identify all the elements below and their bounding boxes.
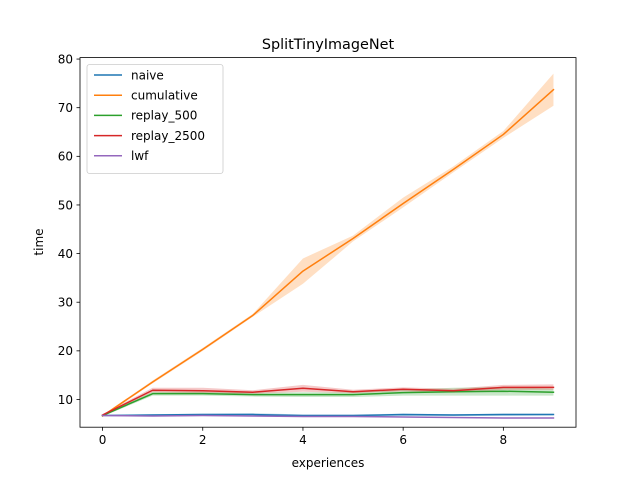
y-axis-label: time <box>32 228 46 255</box>
y-tick-label: 70 <box>58 101 73 115</box>
legend-item-cumulative[interactable]: cumulative <box>94 89 198 103</box>
y-axis-ticks: 10 20 30 40 50 60 70 80 <box>58 52 80 407</box>
series-line-naive <box>101 413 555 417</box>
x-axis-ticks: 0 2 4 6 8 <box>99 427 507 447</box>
legend-label: lwf <box>131 149 149 163</box>
legend-item-replay_2500[interactable]: replay_2500 <box>94 129 205 143</box>
series-line-replay_2500 <box>101 386 555 417</box>
legend-item-lwf[interactable]: lwf <box>94 149 149 163</box>
y-tick-label: 80 <box>58 52 73 66</box>
y-tick-label: 20 <box>58 344 73 358</box>
legend-label: replay_2500 <box>131 129 205 143</box>
x-tick-label: 4 <box>299 433 307 447</box>
chart-title: SplitTinyImageNet <box>262 37 395 53</box>
plot-area-frame <box>79 57 577 428</box>
y-tick-label: 30 <box>58 296 73 310</box>
series-line-cumulative <box>101 88 555 418</box>
y-tick-label: 50 <box>58 198 73 212</box>
legend-item-naive[interactable]: naive <box>94 68 164 82</box>
x-tick-label: 8 <box>500 433 508 447</box>
x-axis-label: experiences <box>292 456 365 470</box>
legend-label: replay_500 <box>131 109 197 123</box>
x-tick-label: 2 <box>199 433 207 447</box>
legend-box <box>86 64 224 174</box>
x-tick-label: 6 <box>399 433 407 447</box>
x-tick-label: 0 <box>99 433 107 447</box>
series-lines <box>101 88 555 419</box>
y-tick-label: 40 <box>58 247 73 261</box>
legend-label: naive <box>131 68 164 82</box>
legend-item-replay_500[interactable]: replay_500 <box>94 109 197 123</box>
y-tick-label: 60 <box>58 150 73 164</box>
series-line-replay_500 <box>101 390 555 417</box>
legend-label: cumulative <box>131 89 198 103</box>
series-line-lwf <box>101 414 555 419</box>
y-tick-label: 10 <box>58 393 73 407</box>
